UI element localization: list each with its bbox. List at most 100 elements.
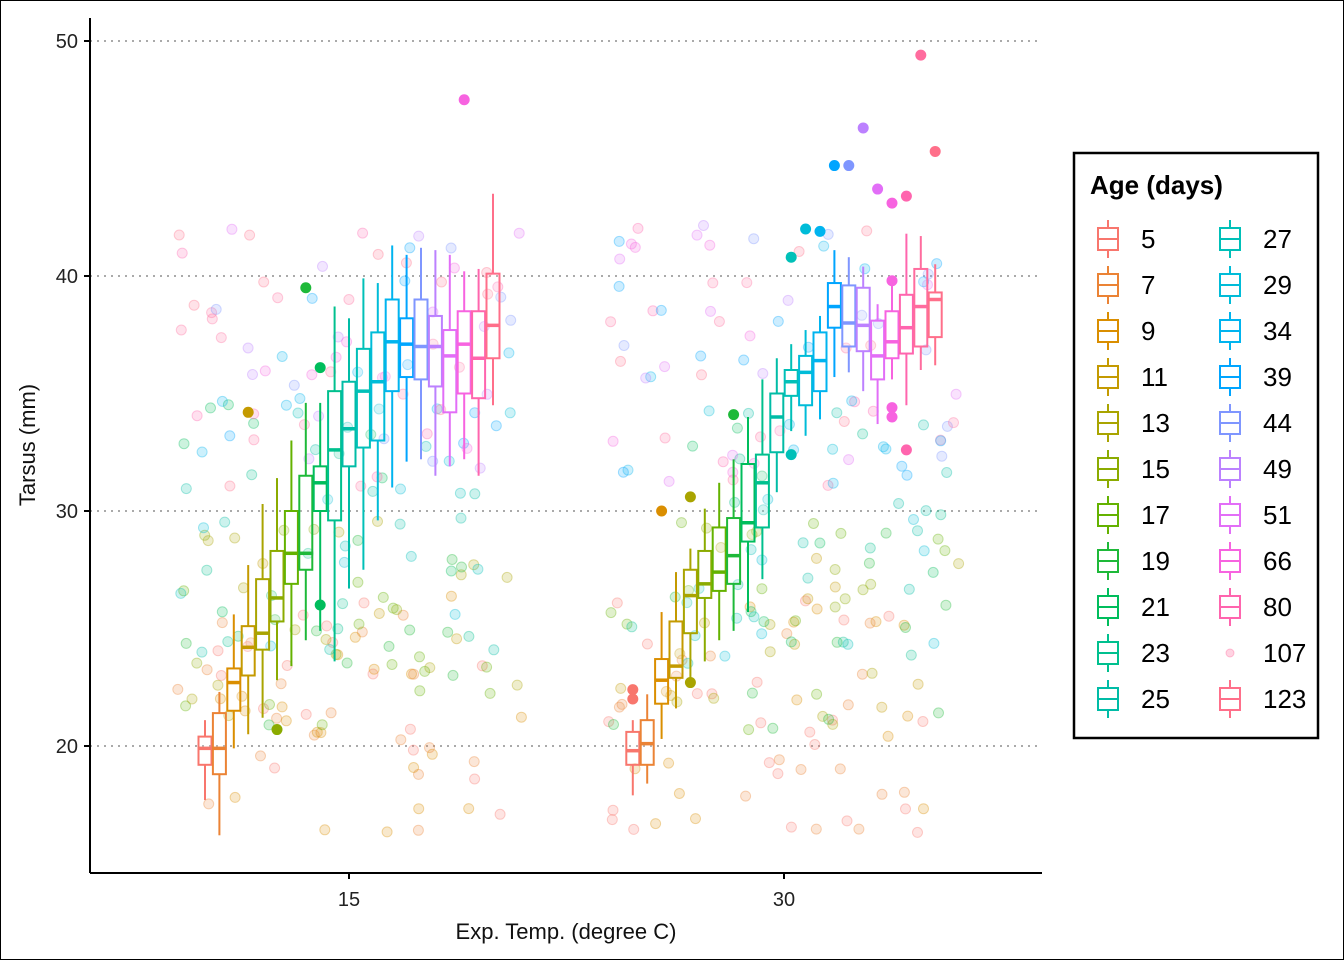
y-tick-label-30: 30: [56, 501, 78, 523]
jitter-point: [414, 651, 425, 663]
jitter-point: [199, 529, 211, 541]
jitter-point: [368, 663, 380, 675]
jitter-point: [673, 788, 685, 799]
box: [298, 474, 314, 571]
jitter-point: [367, 485, 379, 497]
jitter-point: [827, 477, 839, 489]
legend-label-7: 7: [1141, 270, 1155, 300]
jitter-point: [772, 768, 784, 780]
outlier-point: [271, 724, 283, 736]
boxplot-30-age-39: [826, 160, 842, 378]
jitter-point: [206, 313, 218, 325]
jitter-point: [764, 646, 776, 658]
jitter-point: [445, 565, 457, 577]
jitter-point: [349, 631, 361, 643]
boxplot-30-age-34: [812, 225, 828, 420]
jitter-point: [298, 419, 310, 431]
boxplot-15-age-34: [384, 245, 400, 488]
box: [370, 331, 386, 442]
jitter-point: [903, 583, 915, 595]
jitter-point: [226, 223, 238, 235]
jitter-point: [324, 644, 336, 655]
box: [740, 463, 756, 543]
legend-label-21: 21: [1141, 592, 1170, 622]
outlier-point: [886, 402, 898, 414]
jitter-point: [445, 590, 457, 602]
jitter-point: [866, 667, 878, 679]
axes: 20 30 40 50 15 30: [56, 18, 1042, 911]
jitter-point: [941, 420, 953, 432]
jitter-point: [811, 688, 823, 700]
box: [471, 310, 487, 400]
boxplot-15-age-23: [327, 306, 343, 662]
boxplot-30-age-9: [654, 505, 670, 739]
jitter-point: [704, 650, 716, 662]
boxplot-15-age-49: [427, 250, 443, 476]
jitter-point: [708, 692, 720, 704]
jitter-point: [229, 532, 241, 544]
boxplot-15-age-21: [312, 362, 328, 631]
jitter-point: [863, 557, 875, 569]
legend-item-66: 66: [1219, 542, 1292, 580]
jitter-point: [395, 483, 406, 495]
outlier-point: [314, 362, 326, 374]
jitter-point: [621, 618, 633, 630]
jitter-point: [222, 399, 234, 411]
jitter-point: [399, 275, 411, 287]
outlier-point: [900, 444, 912, 456]
jitter-point: [613, 235, 625, 247]
outlier-point: [728, 409, 740, 421]
legend-label-15: 15: [1141, 454, 1170, 484]
boxplot-30-age-23: [754, 379, 770, 580]
jitter-point: [269, 762, 281, 774]
box: [625, 730, 641, 766]
box: [327, 390, 343, 522]
jitter-point: [941, 467, 953, 478]
legend-item-27: 27: [1219, 220, 1292, 258]
jitter-point: [341, 336, 353, 348]
legend-label-29: 29: [1263, 270, 1292, 300]
jitter-point: [247, 369, 258, 380]
jitter-point: [744, 330, 756, 342]
outlier-point: [785, 449, 797, 461]
jitter-point: [404, 723, 416, 735]
jitter-point: [212, 645, 224, 657]
legend: Age (days) 5 7 9 11 13 15 17 19 21 23 25 27 29 34 39 44…: [1072, 151, 1320, 740]
jitter-point: [513, 227, 525, 239]
jitter-point: [655, 304, 667, 316]
jitter-point: [629, 241, 641, 253]
outlier-point: [656, 505, 668, 517]
legend-item-5: 5: [1097, 220, 1155, 258]
jitter-point: [238, 582, 249, 594]
box: [255, 578, 271, 651]
legend-item-15: 15: [1097, 450, 1170, 488]
boxplot-15-age-29: [370, 283, 386, 521]
jitter-point: [883, 610, 895, 622]
jitter-point: [785, 636, 797, 648]
box: [682, 568, 698, 635]
box: [927, 291, 943, 339]
jitter-point: [918, 276, 930, 288]
jitter-point: [275, 678, 287, 690]
jitter-point: [482, 288, 494, 300]
jitter-point: [300, 708, 312, 720]
jitter-point: [611, 597, 623, 609]
jitter-point: [893, 498, 905, 509]
jitter-point: [645, 371, 657, 383]
jitter-point: [605, 607, 617, 619]
jitter-point: [902, 710, 914, 722]
jitter-point: [751, 676, 763, 688]
jitter-point: [419, 665, 431, 677]
jitter-point: [857, 584, 869, 596]
jitter-point: [788, 616, 800, 628]
jitter-point: [176, 247, 188, 259]
jitter-point: [800, 595, 811, 607]
boxplot-15-age-19: [298, 282, 314, 641]
box: [769, 392, 785, 454]
jitter-point: [311, 625, 322, 637]
boxplot-30-age-19: [726, 409, 742, 631]
jitter-point: [811, 603, 823, 615]
jitter-point: [455, 569, 467, 581]
jitter-point: [767, 722, 779, 734]
outlier-point: [886, 411, 898, 423]
